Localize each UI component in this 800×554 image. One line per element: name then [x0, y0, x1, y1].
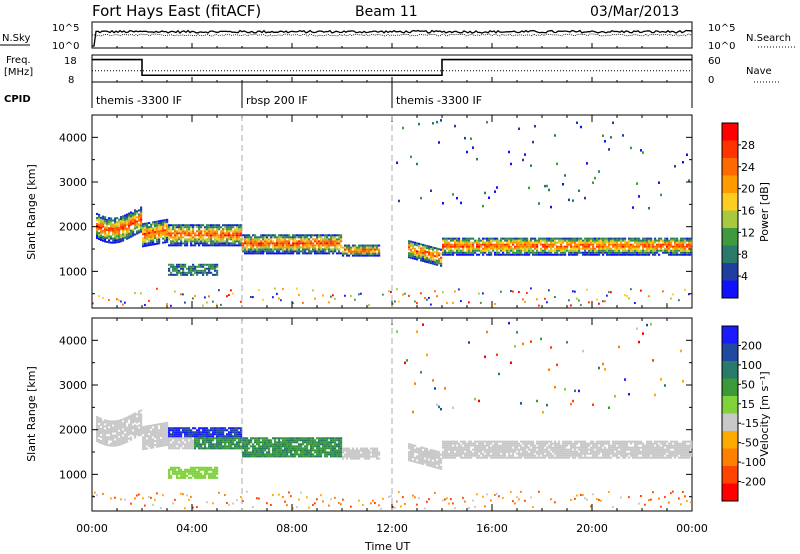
- y-tick-label: 3000: [59, 176, 87, 189]
- colorbar-swatch: [722, 210, 738, 229]
- colorbar-swatch: [722, 343, 738, 362]
- y-tick-label: 4000: [59, 334, 87, 347]
- cpid-segment-label: themis -3300 IF: [396, 94, 482, 107]
- cpid-label: CPID: [4, 94, 31, 105]
- noise-panel: N.Sky 10^5 10^0 10^5 10^0 N.Search: [0, 21, 796, 52]
- nave-tick-top: 60: [708, 56, 721, 67]
- colorbar-tick-label: -15: [741, 417, 759, 430]
- colorbar-swatch: [722, 466, 738, 484]
- colorbar-swatch: [722, 413, 738, 432]
- colorbar-tick-label: 4: [741, 270, 748, 283]
- colorbar-swatch: [722, 431, 738, 449]
- noise-left-tick-top: 10^5: [52, 23, 79, 34]
- y-tick-label: 3000: [59, 379, 87, 392]
- x-tick-label: 00:00: [76, 522, 108, 535]
- cpid-panel: CPID themis -3300 IF rbsp 200 IF themis -3…: [4, 82, 693, 108]
- colorbar-tick-label: 50: [741, 378, 755, 391]
- x-tick-label: 12:00: [376, 522, 408, 535]
- y-tick-label: 2000: [59, 424, 87, 437]
- colorbar-tick-label: -50: [741, 437, 759, 450]
- freq-tick-top: 18: [64, 56, 77, 67]
- power-colorbar: 28 24 20 16 12 8 4: [721, 122, 755, 299]
- colorbar-swatch: [722, 378, 738, 397]
- colorbar-tick-label: 16: [741, 205, 755, 218]
- colorbar-swatch: [722, 228, 738, 246]
- x-tick-label: 08:00: [276, 522, 308, 535]
- velocity-colorbar-label: Velocity [m s⁻¹]: [758, 371, 771, 456]
- colorbar-swatch: [722, 396, 738, 414]
- colorbar-tick-label: 28: [741, 139, 755, 152]
- noise-left-tick-bottom: 10^0: [52, 41, 79, 52]
- noise-sky-trace: [92, 29, 693, 47]
- colorbar-swatch: [722, 361, 738, 379]
- power-panel: 1000 2000 3000 4000: [59, 114, 693, 309]
- x-tick-label: 16:00: [476, 522, 508, 535]
- figure-title: Fort Hays East (fitACF): [92, 2, 261, 20]
- x-tick-label: 00:00: [676, 522, 708, 535]
- noise-right-tick-top: 10^5: [708, 23, 735, 34]
- y-tick-label: 1000: [59, 265, 87, 278]
- date-label: 03/Mar/2013: [590, 4, 679, 20]
- frequency-trace: [92, 58, 692, 77]
- colorbar-tick-label: -100: [741, 456, 766, 469]
- x-tick-label: 20:00: [576, 522, 608, 535]
- velocity-colorbar: 200 100 50 15 -15 -50 -100 -200: [721, 325, 766, 502]
- colorbar-swatch: [722, 175, 738, 194]
- velocity-panel: 1000 2000 3000 4000: [59, 317, 693, 512]
- colorbar-tick-label: 100: [741, 359, 762, 372]
- nave-tick-bottom: 0: [708, 75, 714, 86]
- colorbar-swatch: [722, 123, 738, 141]
- colorbar-swatch: [722, 448, 738, 467]
- colorbar-swatch: [722, 326, 738, 344]
- power-y-axis-label: Slant Range [km]: [25, 164, 38, 260]
- beam-label: Beam 11: [355, 4, 418, 20]
- colorbar-swatch: [722, 158, 738, 176]
- nave-label: Nave: [746, 66, 772, 77]
- freq-label: Freq.: [6, 55, 31, 66]
- x-tick-label: 04:00: [176, 522, 208, 535]
- freq-unit-label: [MHz]: [4, 67, 33, 78]
- y-tick-label: 2000: [59, 221, 87, 234]
- colorbar-tick-label: -200: [741, 476, 766, 489]
- colorbar-tick-label: 15: [741, 398, 755, 411]
- colorbar-swatch: [722, 193, 738, 211]
- colorbar-tick-label: 8: [741, 248, 748, 261]
- noise-search-trace: [91, 33, 693, 37]
- cpid-segment-label: rbsp 200 IF: [246, 94, 308, 107]
- velocity-y-axis-label: Slant Range [km]: [25, 366, 38, 462]
- colorbar-swatch: [722, 280, 738, 299]
- x-axis-label: Time UT: [364, 540, 410, 553]
- y-tick-label: 4000: [59, 131, 87, 144]
- power-colorbar-label: Power [dB]: [758, 182, 771, 242]
- noise-right-label: N.Search: [746, 33, 791, 44]
- freq-tick-bottom: 8: [68, 75, 74, 86]
- colorbar-tick-label: 200: [741, 339, 762, 352]
- colorbar-swatch: [722, 483, 738, 502]
- colorbar-tick-label: 24: [741, 161, 755, 174]
- colorbar-tick-label: 12: [741, 226, 755, 239]
- noise-right-tick-bottom: 10^0: [708, 41, 735, 52]
- colorbar-swatch: [722, 245, 738, 264]
- colorbar-swatch: [722, 140, 738, 159]
- time-axis: 00:00 04:00 08:00 12:00 16:00 20:00 00:00: [76, 43, 708, 535]
- cpid-segment-label: themis -3300 IF: [96, 94, 182, 107]
- noise-left-label: N.Sky: [2, 33, 30, 44]
- colorbar-swatch: [722, 263, 738, 281]
- colorbar-tick-label: 20: [741, 183, 755, 196]
- y-tick-label: 1000: [59, 468, 87, 481]
